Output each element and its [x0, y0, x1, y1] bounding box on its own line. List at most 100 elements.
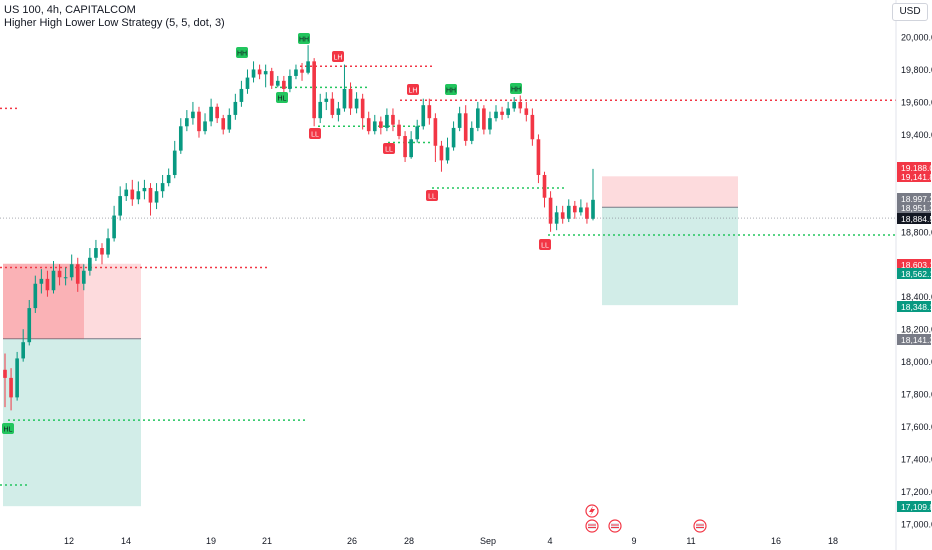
swing-label-ll: LL [309, 128, 321, 139]
price-label: 18,348.1 [901, 302, 932, 312]
candle [221, 114, 226, 135]
time-tick-label: 18 [828, 536, 838, 546]
candle [142, 179, 147, 200]
candle-body [136, 191, 141, 200]
candle-body [366, 118, 371, 132]
swing-label-box [309, 128, 321, 139]
candle-body [488, 118, 492, 130]
candle-body [100, 248, 104, 255]
candle-body [106, 238, 110, 255]
candle-body [403, 136, 407, 158]
candle [548, 191, 553, 232]
candle [415, 119, 420, 143]
candle [579, 199, 583, 216]
symbol-title[interactable]: US 100, 4h, CAPITALCOM [4, 4, 136, 16]
candle-body [88, 257, 92, 271]
candle-body [372, 121, 377, 132]
candle-body [263, 71, 268, 75]
candle-body [500, 111, 504, 115]
swing-label-text: LH [409, 88, 418, 95]
candle-body [530, 114, 535, 140]
price-tick-label: 17,800.0 [901, 390, 932, 400]
swing-label-text: HH [237, 51, 247, 58]
candle [185, 110, 189, 132]
candle [421, 98, 426, 130]
candle [500, 106, 504, 120]
swing-label-box [407, 84, 419, 95]
candle [45, 270, 50, 297]
candle-body [524, 108, 529, 115]
candle-body [324, 98, 329, 102]
candle-body [591, 199, 595, 219]
candle [494, 105, 498, 122]
candle [330, 92, 335, 119]
candle [239, 80, 244, 107]
candle [354, 92, 359, 114]
time-tick-label: 14 [121, 536, 131, 546]
price-label-box [897, 334, 931, 345]
candle [585, 202, 589, 224]
candle-body [15, 358, 19, 398]
indicator-title[interactable]: Higher High Lower Low Strategy (5, 5, do… [4, 17, 225, 29]
earnings-event-icon[interactable] [585, 504, 599, 518]
candle [397, 119, 401, 140]
candle-body [269, 71, 274, 86]
swing-label-text: LL [311, 132, 319, 139]
swing-label-ll: LL [383, 143, 395, 154]
candle [106, 228, 110, 258]
candle [3, 353, 7, 408]
candle [372, 114, 377, 135]
swing-label-ll: LL [426, 190, 438, 201]
price-label: 18,951.3 [901, 203, 932, 213]
candle [445, 137, 450, 164]
candle [215, 103, 219, 124]
candle-body [69, 264, 74, 278]
us-flag-event-icon[interactable] [608, 519, 622, 533]
swing-label-text: HL [4, 427, 13, 434]
candle-body [451, 127, 456, 148]
swing-label-hl: HL [276, 92, 288, 103]
candle-body [548, 197, 553, 224]
price-label-box [897, 268, 931, 279]
candle-body [427, 105, 432, 119]
candle-body [185, 118, 189, 127]
candle [39, 269, 44, 294]
candle [69, 254, 74, 281]
candle [391, 108, 395, 132]
time-tick-label: 21 [262, 536, 272, 546]
candle-body [227, 114, 232, 130]
candle-body [536, 139, 541, 175]
candle-body [245, 77, 250, 89]
candle-body [542, 174, 547, 198]
price-label: 17,109.8 [901, 502, 932, 512]
us-flag-event-icon[interactable] [585, 519, 599, 533]
swing-label-text: HH [446, 88, 456, 95]
swing-label-lh: LH [332, 51, 344, 62]
price-label-box [897, 202, 931, 213]
candle [233, 93, 238, 120]
swing-label-box [298, 33, 310, 44]
candle [476, 101, 480, 132]
candle [203, 113, 207, 135]
candle-body [221, 118, 226, 130]
candle [124, 183, 129, 201]
price-tick-label: 17,400.0 [901, 455, 932, 465]
candle-body [75, 264, 80, 284]
candle [130, 179, 135, 206]
event-icons [585, 504, 707, 533]
us-flag-event-icon[interactable] [693, 519, 707, 533]
candle [512, 97, 517, 112]
currency-button[interactable]: USD [892, 3, 928, 21]
price-tick-label: 19,400.0 [901, 130, 932, 140]
candle [21, 329, 26, 362]
price-tick-label: 19,600.0 [901, 97, 932, 107]
candle-body [27, 308, 32, 343]
candle [342, 64, 347, 112]
candle [300, 62, 304, 81]
candle-body [9, 377, 13, 398]
candle-body [275, 80, 280, 86]
price-tick-label: 18,000.0 [901, 357, 932, 367]
candle [209, 98, 213, 127]
candle [536, 134, 541, 184]
